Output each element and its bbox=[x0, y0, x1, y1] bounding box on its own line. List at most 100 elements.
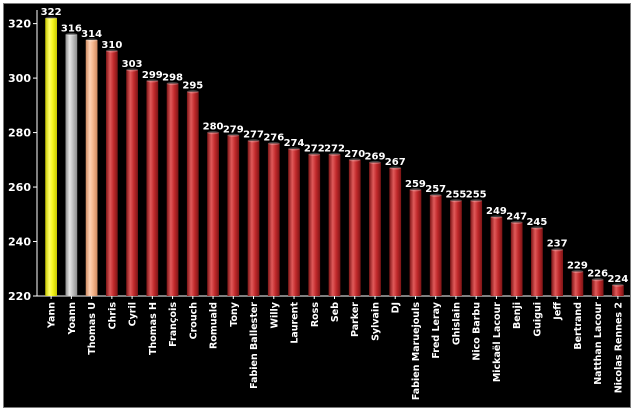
bar-highlight bbox=[571, 269, 584, 274]
data-label: 314 bbox=[81, 29, 102, 40]
x-tick-label: Guigui bbox=[532, 302, 543, 337]
x-tick-label: Natthan Lacour bbox=[593, 302, 604, 385]
bar bbox=[510, 222, 523, 296]
y-tick-label: 320 bbox=[8, 18, 31, 31]
x-tick-label: Benji bbox=[512, 302, 523, 329]
data-label: 295 bbox=[182, 81, 203, 92]
data-label: 245 bbox=[526, 217, 547, 228]
bar-highlight bbox=[247, 139, 260, 143]
data-label: 257 bbox=[425, 184, 446, 195]
x-tick-label: Romuald bbox=[209, 302, 220, 349]
y-tick-label: 260 bbox=[8, 181, 31, 194]
x-tick-label: Cyril bbox=[128, 302, 139, 326]
bar-highlight bbox=[207, 130, 219, 135]
x-tick-label: Parker bbox=[350, 302, 361, 337]
data-label: 249 bbox=[486, 206, 507, 217]
x-tick-label: Nico Barbu bbox=[472, 302, 483, 361]
x-tick-labels: Yann Yoann Thomas U Chris Cyril Thomas H Franç… bbox=[47, 296, 624, 400]
y-tick-label: 220 bbox=[8, 290, 31, 303]
x-tick-label: Fabien Ballester bbox=[249, 302, 260, 389]
data-label: 259 bbox=[405, 179, 426, 190]
bar-highlight bbox=[65, 32, 78, 37]
bar-highlight bbox=[510, 220, 523, 225]
bar-highlight bbox=[166, 81, 179, 86]
x-tick-label: Ghislain bbox=[451, 302, 462, 345]
x-tick-label: Tony bbox=[229, 301, 240, 327]
data-label: 280 bbox=[203, 122, 224, 133]
data-label: 269 bbox=[365, 152, 386, 163]
data-label: 279 bbox=[223, 124, 244, 135]
x-tick-label: Willy bbox=[269, 301, 280, 328]
x-tick-label: Yoann bbox=[67, 302, 78, 336]
bar-highlight bbox=[389, 166, 402, 170]
data-label: 237 bbox=[547, 239, 568, 250]
data-label: 255 bbox=[446, 190, 467, 201]
x-tick-label: Thomas U bbox=[87, 302, 98, 355]
bar bbox=[429, 195, 442, 296]
x-tick-label: Fred Leray bbox=[431, 301, 442, 358]
x-tick-label: Chris bbox=[107, 302, 118, 330]
data-label: 224 bbox=[607, 274, 628, 285]
bar bbox=[571, 271, 584, 296]
bar-highlight bbox=[409, 188, 422, 192]
bar bbox=[490, 217, 503, 296]
bar bbox=[450, 200, 462, 296]
x-tick-label: Nicolas Rennes 2 bbox=[613, 302, 624, 393]
x-tick-label: Crouch bbox=[188, 302, 199, 340]
bar bbox=[186, 91, 199, 296]
data-label: 267 bbox=[385, 157, 406, 168]
bar bbox=[551, 249, 564, 296]
bar-highlight bbox=[308, 152, 321, 156]
bar-highlight bbox=[612, 283, 624, 287]
bar-highlight bbox=[490, 215, 503, 219]
bar-highlight bbox=[348, 158, 361, 162]
y-tick-label: 280 bbox=[8, 127, 31, 140]
data-label: 229 bbox=[567, 260, 588, 271]
bar-highlight bbox=[531, 226, 543, 230]
x-tick-label: Sylvain bbox=[370, 302, 381, 341]
y-tick-label: 240 bbox=[8, 236, 31, 249]
bar bbox=[267, 143, 280, 296]
bar bbox=[45, 18, 57, 297]
y-tick-label: 300 bbox=[8, 72, 31, 85]
bar bbox=[470, 200, 483, 296]
data-label: 255 bbox=[466, 190, 487, 201]
data-label: 272 bbox=[304, 143, 325, 154]
bar-highlight bbox=[146, 79, 159, 83]
bar bbox=[227, 135, 240, 296]
data-label: 299 bbox=[142, 70, 163, 81]
x-tick-label: Fabien Maruejouls bbox=[411, 302, 422, 400]
x-tick-label: François bbox=[168, 302, 179, 347]
bar-highlight bbox=[470, 199, 483, 203]
bar-highlight bbox=[429, 193, 442, 197]
data-label: 310 bbox=[101, 40, 122, 51]
x-tick-label: Thomas H bbox=[148, 302, 159, 355]
bar bbox=[247, 140, 260, 296]
data-label: 272 bbox=[324, 143, 345, 154]
data-label: 270 bbox=[344, 149, 365, 160]
bar bbox=[612, 285, 624, 296]
x-tick-label: Laurent bbox=[290, 302, 301, 344]
bar bbox=[328, 154, 341, 296]
bar bbox=[126, 69, 138, 296]
data-label: 247 bbox=[506, 211, 527, 222]
bar-highlight bbox=[551, 248, 564, 252]
bar bbox=[531, 227, 543, 296]
bar-highlight bbox=[105, 49, 118, 53]
bar bbox=[105, 50, 118, 296]
data-label: 226 bbox=[587, 269, 608, 280]
data-label: 303 bbox=[122, 59, 143, 70]
bar bbox=[85, 39, 98, 296]
data-label: 298 bbox=[162, 73, 183, 84]
x-tick-label: Bertrand bbox=[573, 302, 584, 350]
bar bbox=[308, 154, 321, 296]
bar bbox=[166, 83, 179, 297]
bar bbox=[389, 167, 402, 296]
bar bbox=[146, 80, 159, 296]
bar bbox=[369, 162, 381, 296]
bar bbox=[288, 148, 300, 296]
x-tick-label: Jeff bbox=[553, 302, 564, 321]
bar-highlight bbox=[288, 147, 300, 151]
